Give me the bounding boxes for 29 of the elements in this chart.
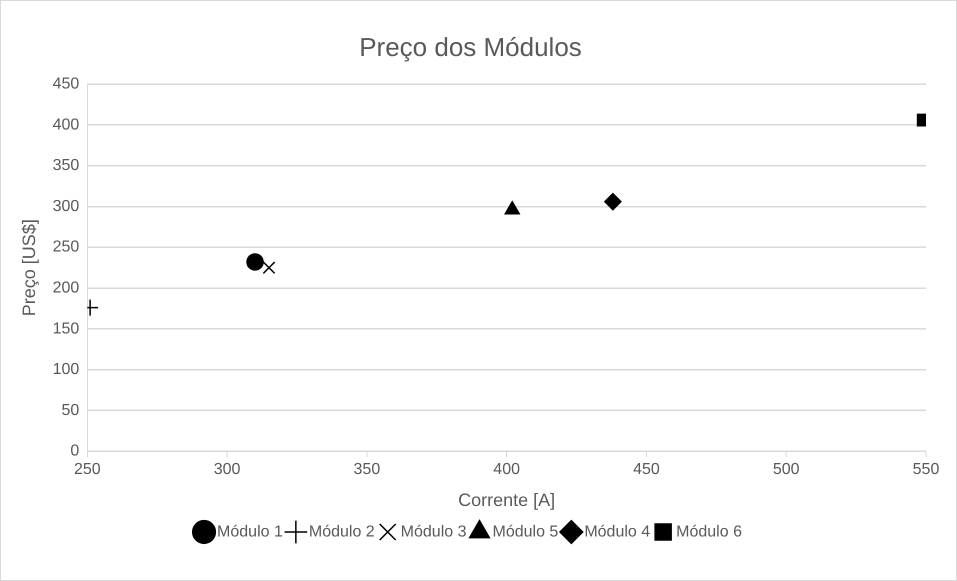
legend-label: Módulo 4: [584, 523, 650, 540]
y-tick-label: 350: [52, 157, 80, 174]
y-tick-label: 100: [52, 361, 80, 378]
point: [246, 253, 264, 271]
x-axis-title: Corrente [A]: [458, 490, 556, 510]
point: [604, 192, 622, 210]
x-tick-label: 500: [772, 461, 800, 478]
y-tick-label: 250: [52, 238, 80, 256]
point: [262, 261, 276, 274]
chart-title: Preço dos Módulos: [359, 32, 582, 62]
x-tick-label: 450: [633, 461, 660, 478]
y-axis-title: Preço [US$]: [18, 219, 39, 316]
legend-label: Módulo 1: [217, 523, 283, 540]
y-tick-label: 400: [52, 116, 80, 134]
y-tick-label: 450: [52, 76, 80, 93]
x-tick-label: 250: [74, 461, 101, 478]
y-tick-label: 50: [62, 402, 80, 419]
legend-label: Módulo 3: [400, 523, 467, 540]
x-tick-label: 550: [912, 461, 940, 478]
x-tick-label: 300: [214, 461, 241, 478]
legend-label: Módulo 5: [492, 523, 558, 540]
legend-label: Módulo 2: [308, 523, 375, 540]
y-tick-label: 0: [70, 442, 80, 460]
y-tick-label: 150: [52, 320, 80, 338]
x-tick-label: 400: [493, 461, 520, 478]
x-tick-label: 350: [354, 461, 380, 478]
y-tick-label: 300: [52, 198, 80, 215]
legend-label: Módulo 6: [676, 523, 742, 540]
y-tick-label: 200: [52, 279, 80, 296]
